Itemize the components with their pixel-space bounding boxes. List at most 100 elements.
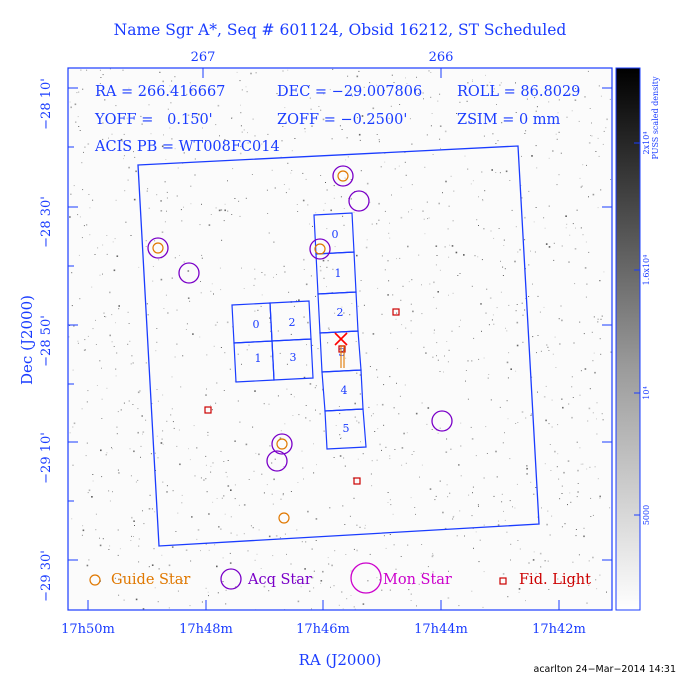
sky-speckle [384, 210, 386, 212]
sky-speckle [158, 259, 160, 261]
sky-speckle [210, 214, 212, 215]
sky-speckle [506, 400, 508, 402]
sky-speckle [535, 207, 537, 208]
sky-speckle [302, 467, 304, 469]
sky-speckle [222, 581, 224, 583]
sky-speckle [247, 142, 249, 144]
sky-speckle [224, 513, 226, 515]
sky-speckle [245, 86, 247, 88]
sky-speckle [247, 550, 249, 552]
sky-speckle [381, 449, 382, 451]
sky-speckle [429, 488, 432, 490]
sky-speckle [446, 438, 448, 440]
acq-star-marker [266, 450, 288, 472]
sky-speckle [478, 225, 479, 226]
sky-speckle [236, 534, 238, 536]
sky-speckle [134, 156, 136, 158]
sky-speckle [522, 341, 524, 343]
sky-speckle [102, 538, 104, 540]
sky-speckle [187, 297, 190, 299]
sky-speckle [239, 421, 241, 423]
sky-speckle [130, 363, 132, 365]
sky-speckle [239, 215, 241, 217]
sky-speckle [335, 425, 337, 426]
sky-speckle [577, 483, 579, 484]
sky-speckle [393, 407, 395, 409]
sky-speckle [157, 601, 159, 603]
sky-speckle [544, 560, 546, 562]
sky-speckle [389, 222, 390, 224]
sky-speckle [404, 161, 406, 163]
sky-speckle [338, 406, 340, 407]
sky-speckle [421, 313, 423, 315]
sky-speckle [165, 294, 167, 296]
sky-speckle [556, 184, 558, 186]
sky-speckle [490, 230, 492, 232]
sky-speckle [286, 553, 287, 555]
sky-speckle [197, 529, 200, 531]
sky-speckle [339, 125, 341, 127]
sky-speckle [558, 478, 560, 480]
sky-speckle [272, 503, 274, 505]
sky-speckle [168, 607, 170, 609]
sky-speckle [72, 369, 74, 371]
sky-speckle [475, 531, 477, 533]
fid-light-marker [338, 345, 346, 353]
sky-speckle [595, 151, 597, 152]
sky-speckle [104, 316, 105, 317]
sky-speckle [290, 491, 292, 492]
sky-speckle [518, 591, 520, 593]
sky-speckle [239, 80, 241, 82]
acq-star-marker [309, 238, 331, 260]
sky-speckle [307, 510, 309, 513]
sky-speckle [181, 502, 183, 504]
sky-speckle [359, 85, 361, 87]
sky-speckle [499, 406, 501, 408]
sky-speckle [282, 117, 284, 119]
sky-speckle [346, 137, 348, 139]
guide-star-marker [152, 242, 164, 254]
sky-speckle [246, 349, 248, 351]
sky-speckle [220, 450, 222, 452]
sky-speckle [522, 314, 524, 316]
sky-speckle [223, 220, 225, 222]
sky-speckle [486, 84, 489, 87]
sky-speckle [480, 303, 482, 305]
sky-speckle [101, 476, 103, 478]
sky-speckle [600, 353, 602, 355]
sky-speckle [333, 457, 335, 458]
sky-speckle [526, 465, 528, 467]
sky-speckle [557, 112, 559, 114]
sky-speckle [194, 158, 196, 160]
sky-speckle [442, 511, 444, 514]
x-tick-label: 17h42m [532, 622, 586, 637]
sky-speckle [589, 108, 591, 109]
fid-lights [204, 308, 400, 485]
sky-speckle [537, 391, 538, 393]
sky-speckle [339, 434, 341, 436]
sky-speckle [392, 294, 394, 296]
sky-speckle [391, 74, 393, 76]
sky-speckle [401, 324, 403, 326]
sky-speckle [271, 169, 273, 171]
sky-speckle [330, 209, 332, 212]
sky-speckle [574, 99, 577, 101]
sky-speckle [493, 323, 495, 325]
sky-speckle [240, 112, 242, 114]
sky-speckle [287, 162, 289, 164]
sky-speckle [396, 258, 397, 260]
sky-speckle [554, 336, 556, 338]
sky-speckle [149, 494, 151, 496]
sky-speckle [597, 137, 599, 139]
sky-speckle [154, 452, 156, 454]
sky-speckle [123, 155, 125, 157]
sky-speckle [91, 496, 93, 498]
sky-speckle [176, 195, 178, 197]
sky-speckle [548, 350, 550, 351]
sky-speckle [227, 485, 230, 487]
sky-speckle [366, 182, 369, 185]
sky-speckle [585, 296, 587, 298]
sky-speckle [457, 275, 459, 276]
sky-speckle [165, 159, 167, 160]
sky-speckle [548, 423, 550, 425]
